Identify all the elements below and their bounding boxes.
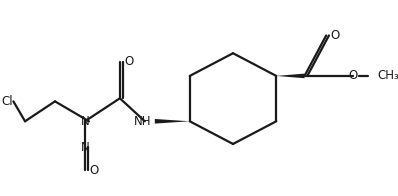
Text: N: N: [80, 141, 89, 154]
Text: Cl: Cl: [1, 95, 13, 108]
Text: NH: NH: [134, 115, 152, 128]
Text: N: N: [80, 115, 89, 128]
Polygon shape: [276, 74, 304, 78]
Text: CH₃: CH₃: [377, 69, 398, 83]
Polygon shape: [155, 119, 190, 124]
Text: O: O: [90, 164, 99, 177]
Text: O: O: [348, 69, 357, 83]
Text: O: O: [330, 29, 339, 42]
Text: O: O: [125, 55, 134, 68]
